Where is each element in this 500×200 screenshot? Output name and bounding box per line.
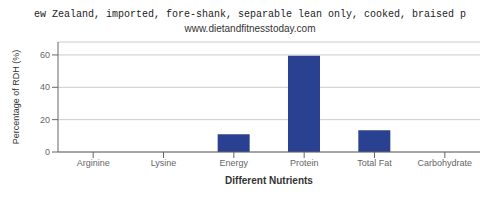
- svg-text:Protein: Protein: [290, 158, 319, 168]
- svg-text:Arginine: Arginine: [77, 158, 110, 168]
- svg-text:Total Fat: Total Fat: [357, 158, 392, 168]
- html-text:www.dietandfitnesstoday.com: www.dietandfitnesstoday.com: [184, 23, 316, 34]
- svg-text:Lysine: Lysine: [151, 158, 177, 168]
- svg-text:40: 40: [40, 82, 50, 92]
- html-text:ew Zealand, imported, fore-sha: ew Zealand, imported, fore-shank, separa…: [34, 9, 466, 20]
- svg-text:60: 60: [40, 50, 50, 60]
- svg-text:Different Nutrients: Different Nutrients: [225, 175, 313, 186]
- svg-text:Carbohydrate: Carbohydrate: [418, 158, 473, 168]
- svg-text:Percentage of RDH (%): Percentage of RDH (%): [11, 50, 21, 145]
- svg-text:20: 20: [40, 115, 50, 125]
- svg-text:0: 0: [45, 147, 50, 157]
- svg-text:Energy: Energy: [220, 158, 249, 168]
